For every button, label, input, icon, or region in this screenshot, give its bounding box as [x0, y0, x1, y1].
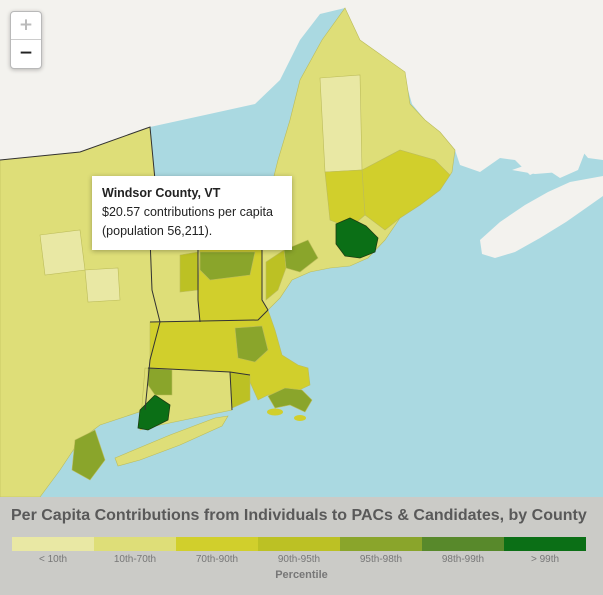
- cape-breton-landmass: [575, 120, 603, 160]
- legend-swatch-90-95: [258, 537, 340, 551]
- zoom-out-button[interactable]: −: [11, 39, 41, 67]
- legend-swatch-gt99: [504, 537, 586, 551]
- nantucket: [294, 415, 306, 421]
- legend-title: Per Capita Contributions from Individual…: [11, 507, 587, 524]
- maine-york-county: [265, 249, 287, 301]
- legend-label: 95th-98th: [359, 554, 403, 565]
- legend-label: 90th-95th: [277, 554, 321, 565]
- marthas-vineyard: [267, 408, 283, 416]
- legend-swatch-95-98: [340, 537, 422, 551]
- county-tooltip: Windsor County, VT $20.57 contributions …: [92, 176, 292, 250]
- vt-ny-border: [149, 237, 161, 323]
- nh-vt-border: [197, 245, 201, 323]
- vt-windsor-county: [179, 251, 199, 293]
- nova-scotia-landmass: [480, 176, 603, 258]
- state-borders: [0, 126, 269, 411]
- ny-franklin-county: [39, 229, 86, 276]
- legend-color-bar: [12, 537, 586, 551]
- ny-hamilton-county: [84, 267, 121, 303]
- choropleth-map[interactable]: [0, 0, 603, 497]
- ny-ct-ma-border: [144, 321, 161, 411]
- legend-swatch-98-99: [422, 537, 504, 551]
- maine-knox-county: [335, 217, 379, 259]
- maine-washington-county: [361, 149, 451, 231]
- maine-nh-border: [261, 250, 269, 311]
- long-island-region: [114, 415, 229, 467]
- legend-label: 70th-90th: [195, 554, 239, 565]
- legend-swatch-70-90: [176, 537, 258, 551]
- canada-landmass: [0, 0, 603, 178]
- ma-north-border: [149, 309, 269, 323]
- legend-panel: Per Capita Contributions from Individual…: [0, 497, 603, 595]
- pei-landmass: [512, 160, 578, 174]
- legend-label: > 99th: [530, 554, 560, 565]
- tooltip-title: Windsor County, VT: [102, 186, 221, 200]
- legend-swatch-lt10: [12, 537, 94, 551]
- ma-middlesex-county: [234, 325, 269, 363]
- ri-border: [229, 371, 233, 411]
- ny-westchester-county: [71, 429, 106, 481]
- legend-label: 10th-70th: [113, 554, 157, 565]
- legend-label: < 10th: [38, 554, 68, 565]
- legend-swatch-10-70: [94, 537, 176, 551]
- tooltip-line-contributions: $20.57 contributions per capita: [102, 205, 273, 219]
- maine-piscataquis-county: [319, 74, 363, 173]
- nh-grafton-county: [199, 251, 256, 281]
- zoom-in-button[interactable]: +: [18, 15, 34, 35]
- legend-axis-label: Percentile: [275, 569, 328, 581]
- ma-barnstable-county: [267, 387, 313, 413]
- zoom-control: + −: [10, 11, 42, 69]
- tooltip-line-population: (population 56,211).: [102, 224, 213, 238]
- legend-labels: < 10th 10th-70th 70th-90th 90th-95th 95t…: [12, 554, 586, 565]
- maine-hancock-county: [324, 169, 366, 229]
- legend-label: 98th-99th: [441, 554, 485, 565]
